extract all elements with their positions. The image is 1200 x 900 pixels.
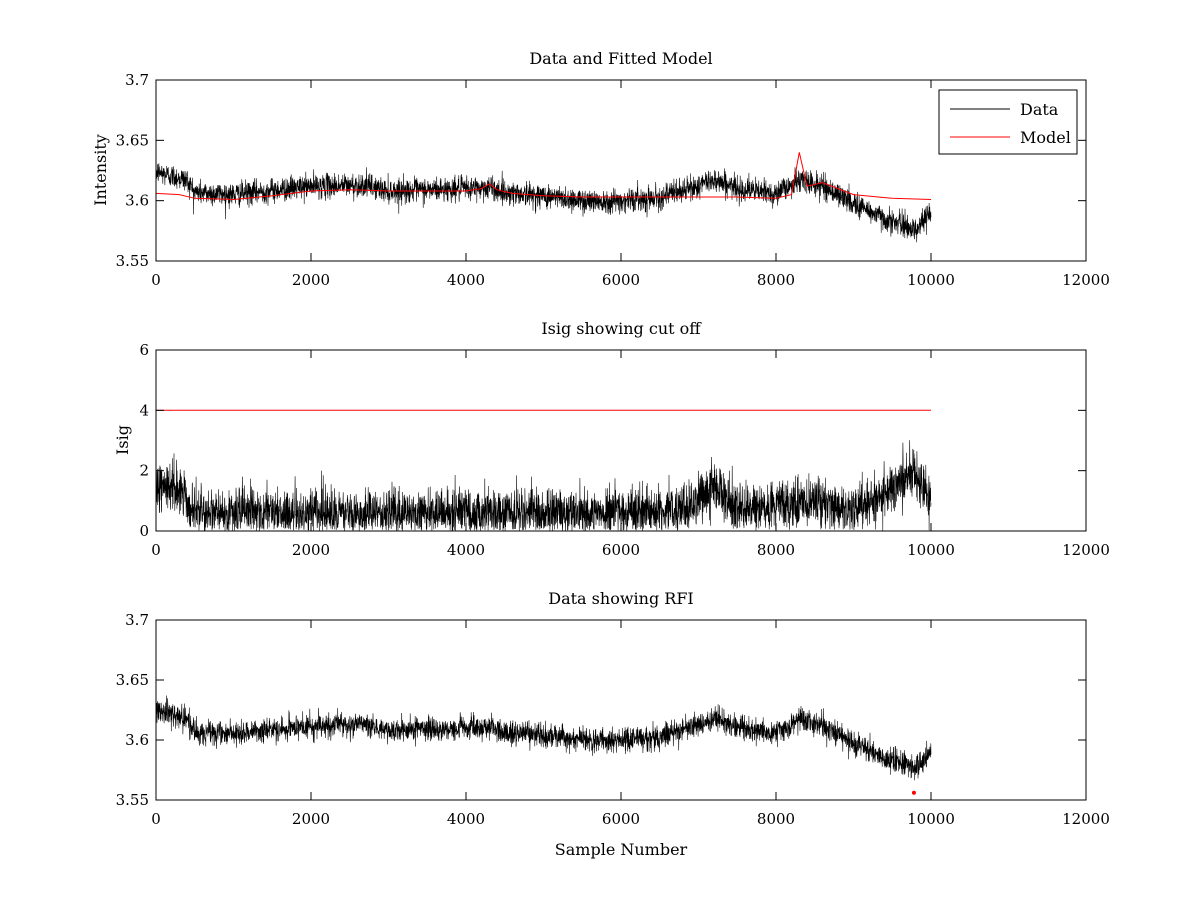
chart-title: Data showing RFI (548, 589, 693, 608)
x-tick-label: 6000 (602, 271, 640, 289)
x-tick-label: 10000 (907, 541, 955, 559)
y-axis-label: Intensity (91, 134, 110, 206)
subplot-isig: Isig showing cut off Isig 0 2000 4000 6000 8… (113, 319, 1110, 559)
series-line-isig (156, 440, 932, 531)
x-tick-label: 10000 (907, 271, 955, 289)
x-tick-label: 4000 (447, 271, 485, 289)
x-tick-label: 0 (151, 810, 161, 828)
x-tick-label: 8000 (757, 810, 795, 828)
x-tick-label: 0 (151, 271, 161, 289)
chart-title: Isig showing cut off (541, 319, 702, 338)
subplot-data-and-model: Data and Fitted Model Intensity 0 2000 400… (91, 49, 1110, 289)
x-tick-label: 0 (151, 541, 161, 559)
y-tick-label: 4 (139, 401, 149, 419)
legend: Data Model (938, 89, 1078, 155)
x-tick-label: 2000 (292, 810, 330, 828)
y-tick-label: 3.6 (125, 192, 149, 210)
x-tick-label: 2000 (292, 541, 330, 559)
plot-area: 0 2000 4000 6000 8000 10000 12000 3.55 3.6 3.65 3.… (116, 611, 1110, 828)
x-axis-label: Sample Number (555, 840, 688, 859)
x-tick-label: 6000 (602, 541, 640, 559)
plot-area: 0 2000 4000 6000 8000 10000 12000 3.55 3.6 3.65 3.… (116, 71, 1110, 289)
y-tick-label: 3.7 (125, 71, 149, 89)
series-group (156, 152, 932, 243)
chart-title: Data and Fitted Model (529, 49, 712, 68)
x-tick-label: 12000 (1062, 271, 1110, 289)
y-tick-label: 3.65 (116, 671, 149, 689)
y-tick-label: 3.6 (125, 731, 149, 749)
x-tick-label: 10000 (907, 810, 955, 828)
series-line-data (156, 155, 932, 243)
series-line-data (156, 695, 932, 781)
subplot-rfi: Data showing RFI Sample Number 0 2000 4000… (116, 589, 1110, 859)
x-tick-label: 4000 (447, 541, 485, 559)
x-tick-label: 8000 (757, 541, 795, 559)
y-tick-label: 2 (139, 462, 149, 480)
y-tick-label: 3.55 (116, 252, 149, 270)
x-tick-label: 2000 (292, 271, 330, 289)
y-axis-label: Isig (113, 425, 132, 455)
x-tick-label: 8000 (757, 271, 795, 289)
y-tick-label: 3.7 (125, 611, 149, 629)
y-tick-label: 3.55 (116, 791, 149, 809)
y-tick-label: 6 (139, 341, 149, 359)
legend-entry-model: Model (1020, 128, 1071, 147)
plot-area: 0 2000 4000 6000 8000 10000 12000 0 2 4 6 (139, 341, 1109, 559)
x-tick-label: 12000 (1062, 541, 1110, 559)
series-group (156, 409, 932, 531)
x-tick-label: 6000 (602, 810, 640, 828)
data-point-rfi (911, 790, 916, 795)
series-line-model (156, 152, 932, 201)
legend-box (938, 89, 1078, 155)
x-tick-label: 12000 (1062, 810, 1110, 828)
x-tick-label: 4000 (447, 810, 485, 828)
series-group (156, 695, 932, 795)
y-tick-label: 3.65 (116, 131, 149, 149)
y-tick-label: 0 (139, 522, 149, 540)
legend-entry-data: Data (1020, 100, 1059, 119)
